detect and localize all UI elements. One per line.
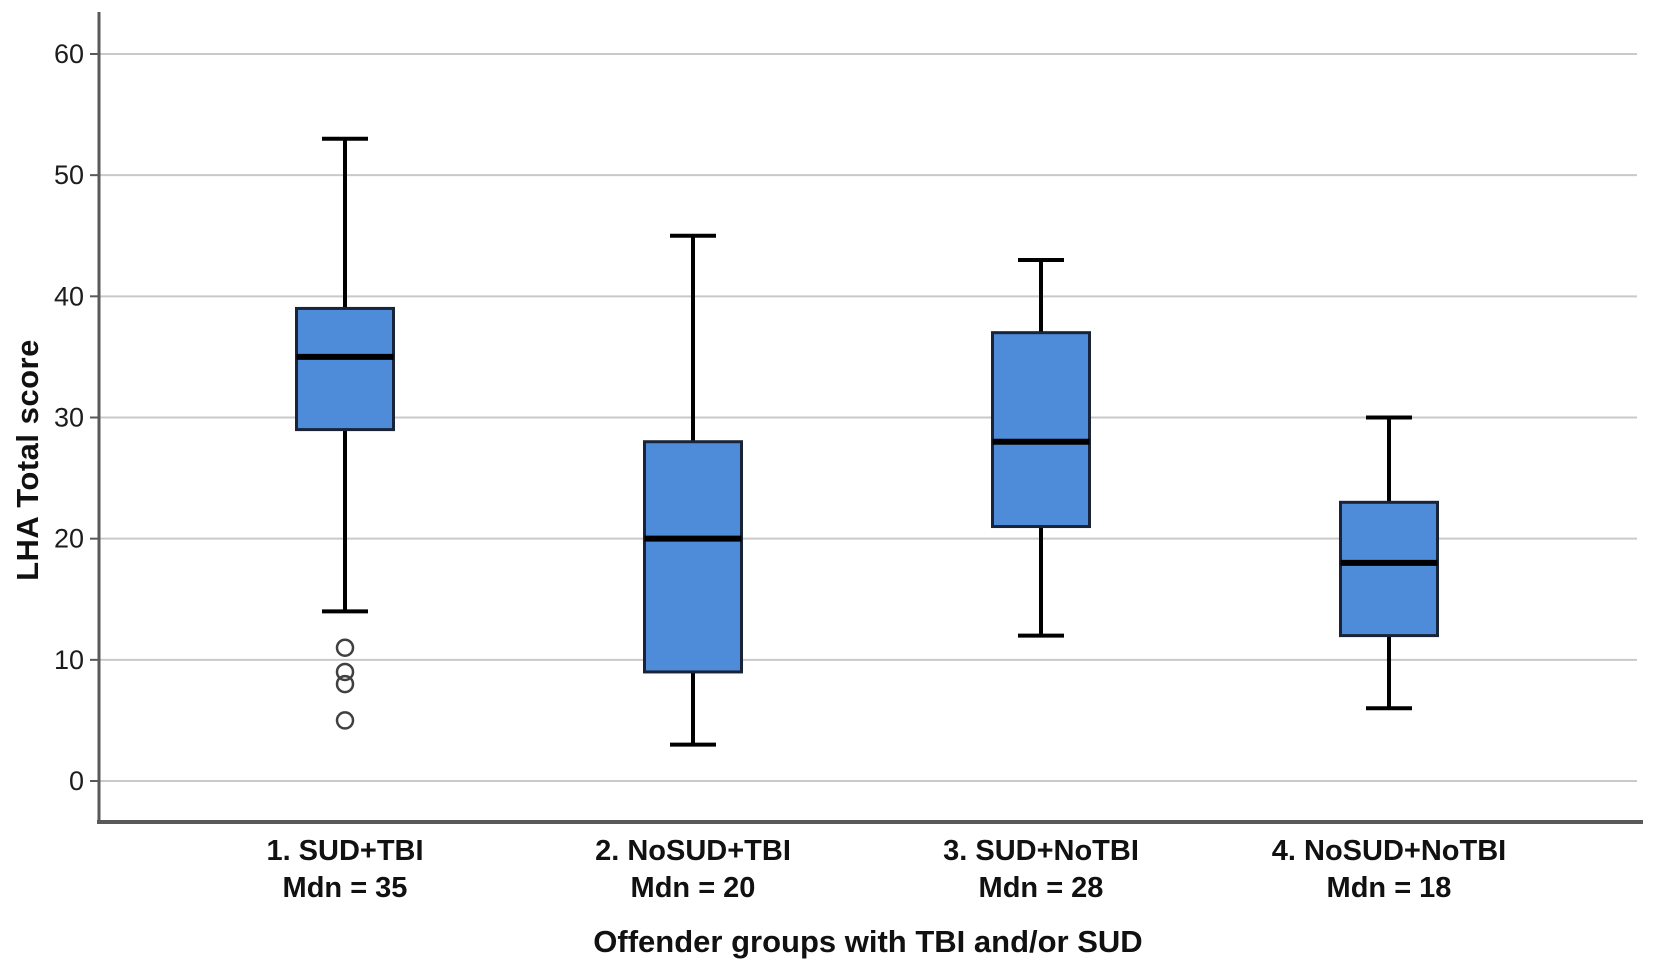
group-label-4-median: Mdn = 18 — [1326, 872, 1452, 904]
y-tick-label: 50 — [54, 160, 84, 190]
y-tick-label: 0 — [69, 766, 84, 796]
group-label-1: 1. SUD+TBI Mdn = 35 — [165, 833, 525, 907]
outlier-point — [335, 662, 355, 682]
y-tick-label: 40 — [54, 281, 84, 311]
iqr-box — [643, 440, 743, 674]
group-label-3: 3. SUD+NoTBI Mdn = 28 — [861, 833, 1221, 907]
outlier-point — [335, 674, 355, 694]
x-axis-title: Offender groups with TBI and/or SUD — [593, 924, 1143, 959]
y-tick-label: 10 — [54, 645, 84, 675]
y-tick-label: 30 — [54, 402, 84, 432]
iqr-box — [991, 331, 1091, 529]
group-label-4: 4. NoSUD+NoTBI Mdn = 18 — [1209, 833, 1569, 907]
group-label-4-name: 4. NoSUD+NoTBI — [1271, 835, 1507, 867]
group-label-1-median: Mdn = 35 — [282, 872, 408, 904]
y-tick-label: 20 — [54, 524, 84, 554]
group-label-1-name: 1. SUD+TBI — [266, 835, 424, 867]
group-label-3-median: Mdn = 28 — [978, 872, 1104, 904]
group-label-3-name: 3. SUD+NoTBI — [943, 835, 1139, 867]
iqr-box — [1339, 500, 1439, 638]
outlier-point — [335, 711, 355, 730]
group-label-2: 2. NoSUD+TBI Mdn = 20 — [513, 833, 873, 907]
iqr-box — [295, 306, 395, 432]
group-label-2-name: 2. NoSUD+TBI — [595, 835, 791, 867]
y-axis-title: LHA Total score — [10, 339, 45, 581]
outlier-point — [335, 638, 355, 657]
group-label-2-median: Mdn = 20 — [630, 872, 756, 904]
y-tick-label: 60 — [54, 39, 84, 69]
